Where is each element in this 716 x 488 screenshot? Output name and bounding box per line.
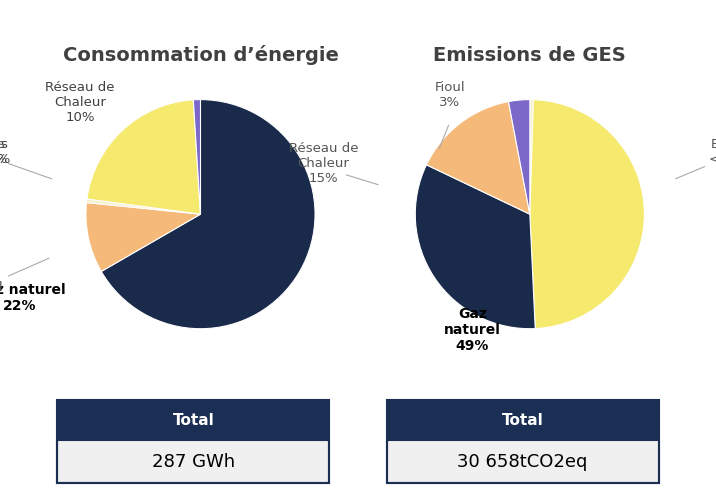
Text: Gaz naturel
22%: Gaz naturel 22% xyxy=(0,283,65,313)
Wedge shape xyxy=(508,101,530,215)
Text: 287 GWh: 287 GWh xyxy=(152,452,235,470)
Text: Bois
<1%: Bois <1% xyxy=(708,138,716,166)
Text: Réseau de
Chaleur
15%: Réseau de Chaleur 15% xyxy=(289,142,359,185)
Wedge shape xyxy=(530,101,644,329)
Text: Total: Total xyxy=(173,412,214,427)
Wedge shape xyxy=(87,101,200,215)
Wedge shape xyxy=(530,101,533,215)
Text: Bois
<1%: Bois <1% xyxy=(0,138,11,166)
Text: Réseau de
Chaleur
10%: Réseau de Chaleur 10% xyxy=(45,81,115,123)
Text: Gaz
naturel
49%: Gaz naturel 49% xyxy=(444,306,501,352)
Title: Consommation d’énergie: Consommation d’énergie xyxy=(62,45,339,65)
Wedge shape xyxy=(87,200,200,215)
Text: Electricité
33%: Electricité 33% xyxy=(319,314,397,344)
Text: 30 658tCO2eq: 30 658tCO2eq xyxy=(458,452,588,470)
Text: Electricité
67%: Electricité 67% xyxy=(90,377,168,407)
Wedge shape xyxy=(86,203,200,272)
Wedge shape xyxy=(193,101,200,215)
Title: Emissions de GES: Emissions de GES xyxy=(433,46,626,65)
Text: Fioul
1%: Fioul 1% xyxy=(0,281,4,309)
Wedge shape xyxy=(415,165,535,329)
Wedge shape xyxy=(427,102,530,215)
Text: Total: Total xyxy=(502,412,543,427)
Text: Bois
<1%: Bois <1% xyxy=(0,138,8,166)
Text: Fioul
3%: Fioul 3% xyxy=(435,81,465,109)
Wedge shape xyxy=(101,101,315,329)
